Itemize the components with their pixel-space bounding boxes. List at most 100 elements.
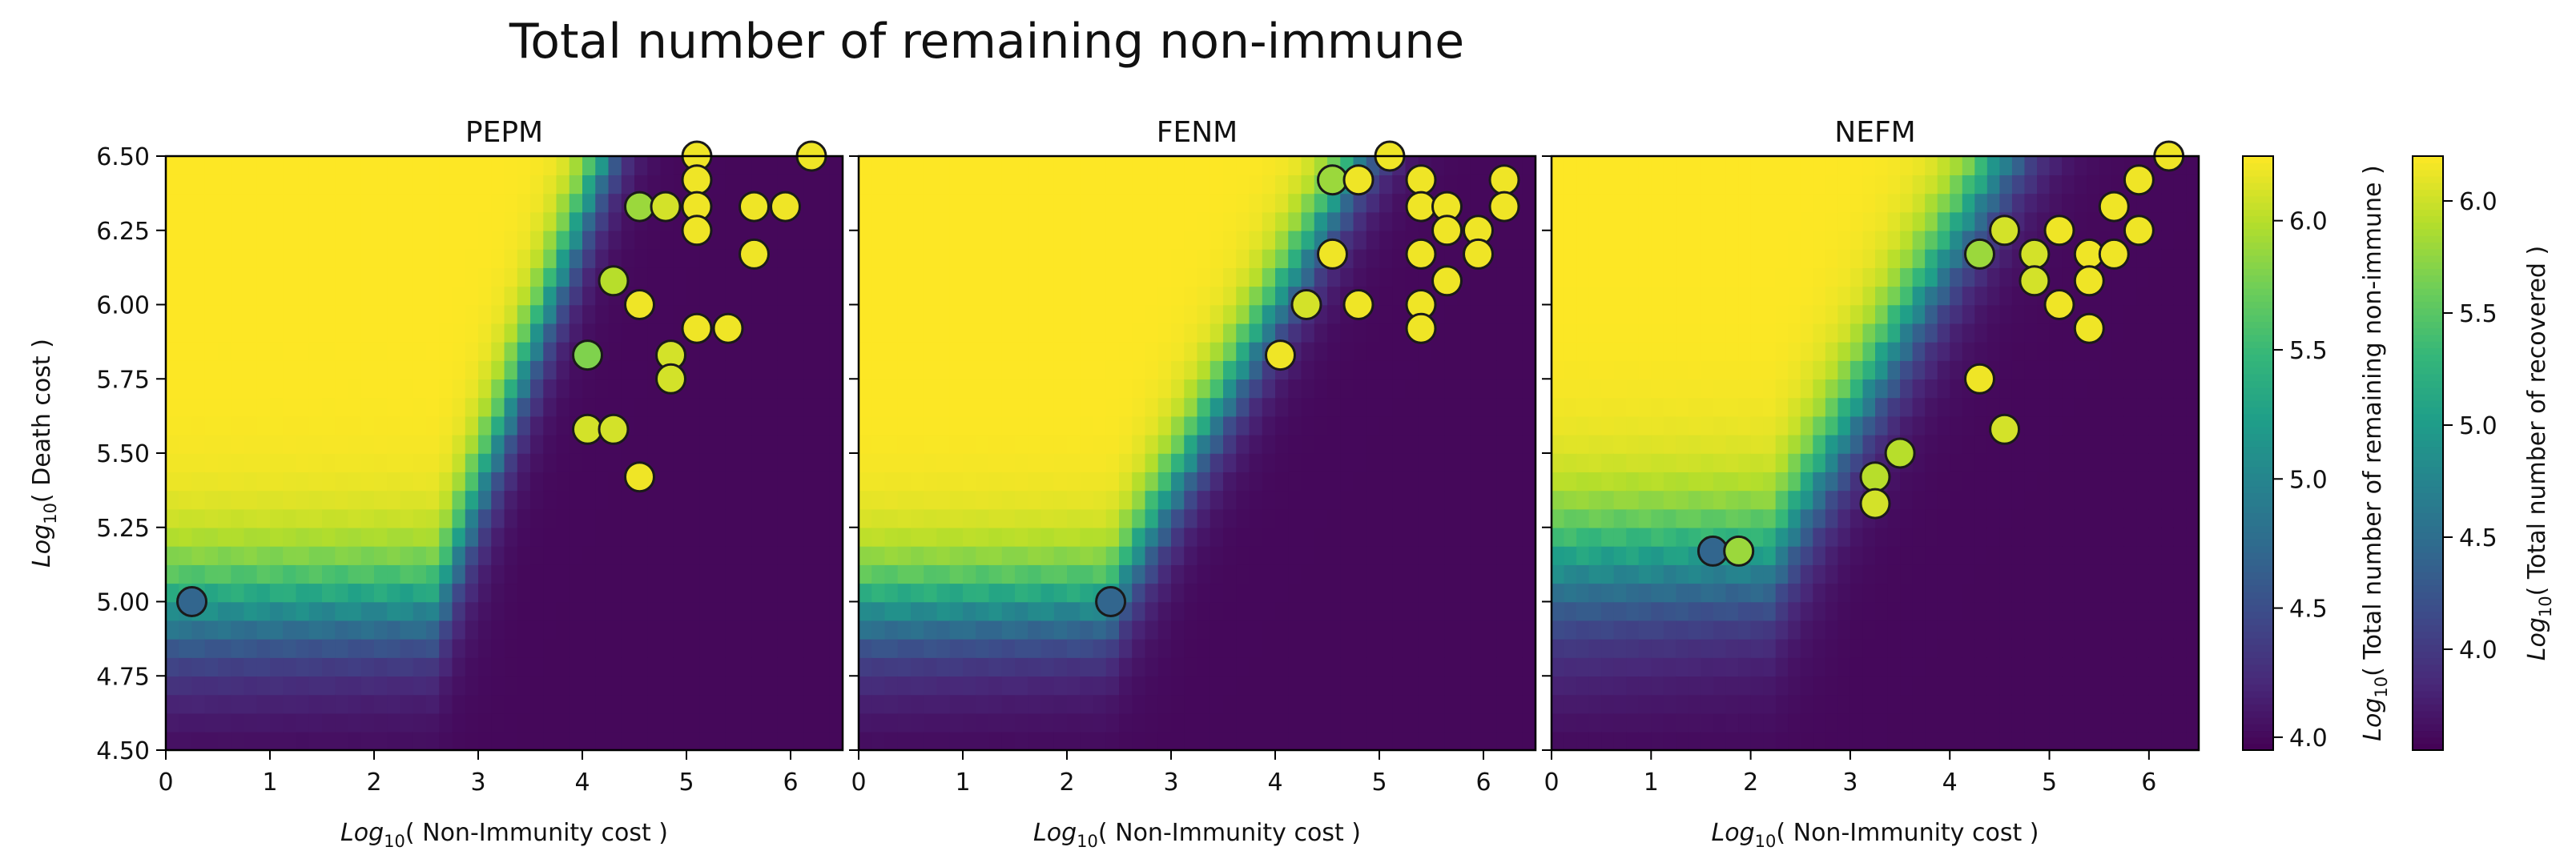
heatmap-cell bbox=[1738, 620, 1752, 640]
x-tick-label: 4 bbox=[574, 769, 590, 797]
heatmap-cell bbox=[1912, 676, 1926, 696]
heatmap-cell bbox=[660, 712, 674, 733]
heatmap-cell bbox=[1067, 230, 1081, 250]
heatmap-cell bbox=[400, 434, 414, 454]
heatmap-cell bbox=[1301, 248, 1315, 268]
heatmap-cell bbox=[231, 379, 245, 399]
heatmap-cell bbox=[2074, 434, 2087, 454]
heatmap-cell bbox=[777, 527, 791, 547]
heatmap-cell bbox=[491, 230, 505, 250]
heatmap-cell bbox=[1663, 601, 1677, 621]
heatmap-cell bbox=[712, 638, 727, 658]
heatmap-field bbox=[166, 156, 843, 751]
heatmap-cell bbox=[911, 712, 925, 733]
heatmap-cell bbox=[712, 694, 727, 714]
heatmap-cell bbox=[1601, 248, 1615, 268]
heatmap-cell bbox=[270, 267, 284, 287]
heatmap-cell bbox=[335, 657, 349, 677]
heatmap-cell bbox=[1067, 267, 1081, 287]
heatmap-cell bbox=[283, 564, 297, 584]
heatmap-cell bbox=[1950, 230, 1963, 250]
heatmap-cell bbox=[1813, 694, 1826, 714]
heatmap-cell bbox=[439, 248, 453, 268]
heatmap-cell bbox=[1900, 211, 1914, 231]
heatmap-cell bbox=[608, 193, 622, 213]
heatmap-cell bbox=[1132, 712, 1146, 733]
data-point bbox=[1405, 312, 1437, 344]
heatmap-cell bbox=[426, 193, 441, 213]
heatmap-cell bbox=[2011, 304, 2026, 324]
heatmap-cell bbox=[360, 638, 375, 658]
heatmap-cell bbox=[1862, 657, 1876, 677]
heatmap-cell bbox=[1676, 248, 1689, 268]
heatmap-cell bbox=[777, 657, 791, 677]
heatmap-cell bbox=[1925, 156, 1938, 175]
heatmap-cell bbox=[231, 601, 245, 621]
heatmap-cell bbox=[191, 527, 206, 547]
heatmap-cell bbox=[739, 564, 753, 584]
heatmap-cell bbox=[897, 193, 912, 213]
heatmap-cell bbox=[1813, 193, 1826, 213]
heatmap-cell bbox=[871, 397, 886, 417]
heatmap-cell bbox=[1040, 712, 1055, 733]
heatmap-cell bbox=[179, 527, 193, 547]
heatmap-cell bbox=[2037, 156, 2051, 175]
heatmap-cell bbox=[777, 415, 791, 436]
heatmap-cell bbox=[1950, 638, 1963, 658]
heatmap-cell bbox=[976, 545, 990, 565]
heatmap-cell bbox=[270, 490, 284, 510]
heatmap-cell bbox=[816, 434, 831, 454]
heatmap-cell bbox=[988, 341, 1003, 361]
heatmap-cell bbox=[1197, 601, 1211, 621]
heatmap-cell bbox=[1327, 620, 1342, 640]
heatmap-cell bbox=[884, 694, 899, 714]
heatmap-cell bbox=[1132, 694, 1146, 714]
heatmap-cell bbox=[1067, 248, 1081, 268]
heatmap-cell bbox=[1701, 304, 1714, 324]
heatmap-cell bbox=[1974, 657, 1988, 677]
heatmap-cell bbox=[1738, 472, 1752, 492]
heatmap-cell bbox=[360, 175, 375, 195]
heatmap-cell bbox=[283, 712, 297, 733]
heatmap-cell bbox=[543, 304, 557, 324]
data-point bbox=[1488, 191, 1520, 223]
heatmap-cell bbox=[1725, 211, 1739, 231]
heatmap-cell bbox=[2111, 583, 2125, 603]
heatmap-cell bbox=[2062, 712, 2075, 733]
heatmap-field bbox=[859, 156, 1536, 751]
heatmap-cell bbox=[673, 676, 687, 696]
heatmap-cell bbox=[283, 360, 297, 380]
heatmap-cell bbox=[1444, 156, 1459, 175]
heatmap-cell bbox=[1663, 694, 1677, 714]
heatmap-cell bbox=[777, 434, 791, 454]
heatmap-cell bbox=[1588, 527, 1602, 547]
heatmap-cell bbox=[2062, 193, 2075, 213]
heatmap-cell bbox=[1197, 508, 1211, 528]
heatmap-cell bbox=[949, 694, 964, 714]
heatmap-cell bbox=[1457, 620, 1471, 640]
heatmap-cell bbox=[1601, 676, 1615, 696]
heatmap-cell bbox=[1638, 434, 1652, 454]
heatmap-cell bbox=[1651, 267, 1664, 287]
heatmap-cell bbox=[452, 286, 466, 306]
heatmap-cell bbox=[2011, 527, 2026, 547]
heatmap-cell bbox=[1688, 731, 1702, 751]
heatmap-cell bbox=[1496, 397, 1511, 417]
heatmap-cell bbox=[2136, 620, 2150, 640]
heatmap-cell bbox=[1763, 694, 1777, 714]
heatmap-cell bbox=[231, 211, 245, 231]
heatmap-cell bbox=[244, 175, 258, 195]
heatmap-cell bbox=[1053, 545, 1068, 565]
heatmap-cell bbox=[504, 267, 518, 287]
heatmap-cell bbox=[1601, 453, 1615, 472]
heatmap-cell bbox=[517, 230, 531, 250]
heatmap-cell bbox=[1470, 638, 1484, 658]
heatmap-cell bbox=[1950, 583, 1963, 603]
heatmap-cell bbox=[452, 304, 466, 324]
heatmap-cell bbox=[439, 676, 453, 696]
heatmap-cell bbox=[582, 472, 597, 492]
heatmap-cell bbox=[1974, 286, 1988, 306]
heatmap-cell bbox=[1912, 545, 1926, 565]
heatmap-cell bbox=[1613, 156, 1628, 175]
heatmap-cell bbox=[1236, 193, 1250, 213]
